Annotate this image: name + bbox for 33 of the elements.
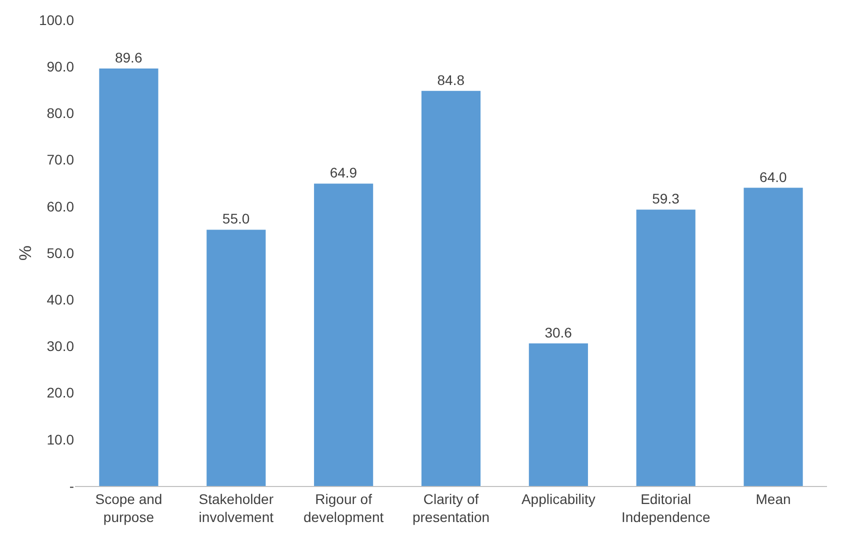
y-axis-title: %: [16, 245, 35, 261]
y-tick-label: 20.0: [46, 384, 74, 401]
y-tick-label: 80.0: [46, 105, 74, 122]
bar: [206, 230, 266, 486]
x-tick-label: Stakeholder involvement: [198, 490, 274, 525]
data-label: 64.9: [330, 164, 358, 181]
x-tick-label: Editorial Independence: [621, 490, 710, 525]
y-tick-label: 70.0: [46, 152, 74, 168]
x-tick-label: Rigour of development: [303, 490, 384, 525]
data-label: 84.8: [437, 72, 465, 88]
data-label: 30.6: [544, 324, 572, 340]
bar: [528, 343, 588, 486]
bar: [314, 184, 374, 486]
y-tick-label: 10.0: [46, 431, 74, 448]
data-label: 55.0: [222, 210, 250, 227]
data-label: 59.3: [652, 190, 680, 207]
bar: [636, 210, 696, 486]
data-label: 64.0: [760, 168, 788, 185]
y-tick-label: 100.0: [38, 12, 74, 28]
y-tick-label: -: [69, 478, 74, 494]
bar: [744, 188, 803, 486]
x-tick-label: Applicability: [521, 490, 596, 507]
data-label: 89.6: [114, 49, 142, 66]
y-tick-label: 90.0: [46, 58, 74, 74]
bar: [99, 68, 158, 486]
bar: [421, 90, 481, 486]
y-tick-label: 60.0: [46, 198, 74, 214]
x-tick-label: Scope and purpose: [95, 490, 162, 525]
x-tick-label: Mean: [756, 490, 791, 507]
x-tick-label: Clarity of presentation: [412, 490, 490, 525]
y-tick-label: 40.0: [46, 292, 74, 308]
y-tick-label: 50.0: [46, 244, 74, 261]
y-tick-label: 30.0: [46, 338, 74, 354]
